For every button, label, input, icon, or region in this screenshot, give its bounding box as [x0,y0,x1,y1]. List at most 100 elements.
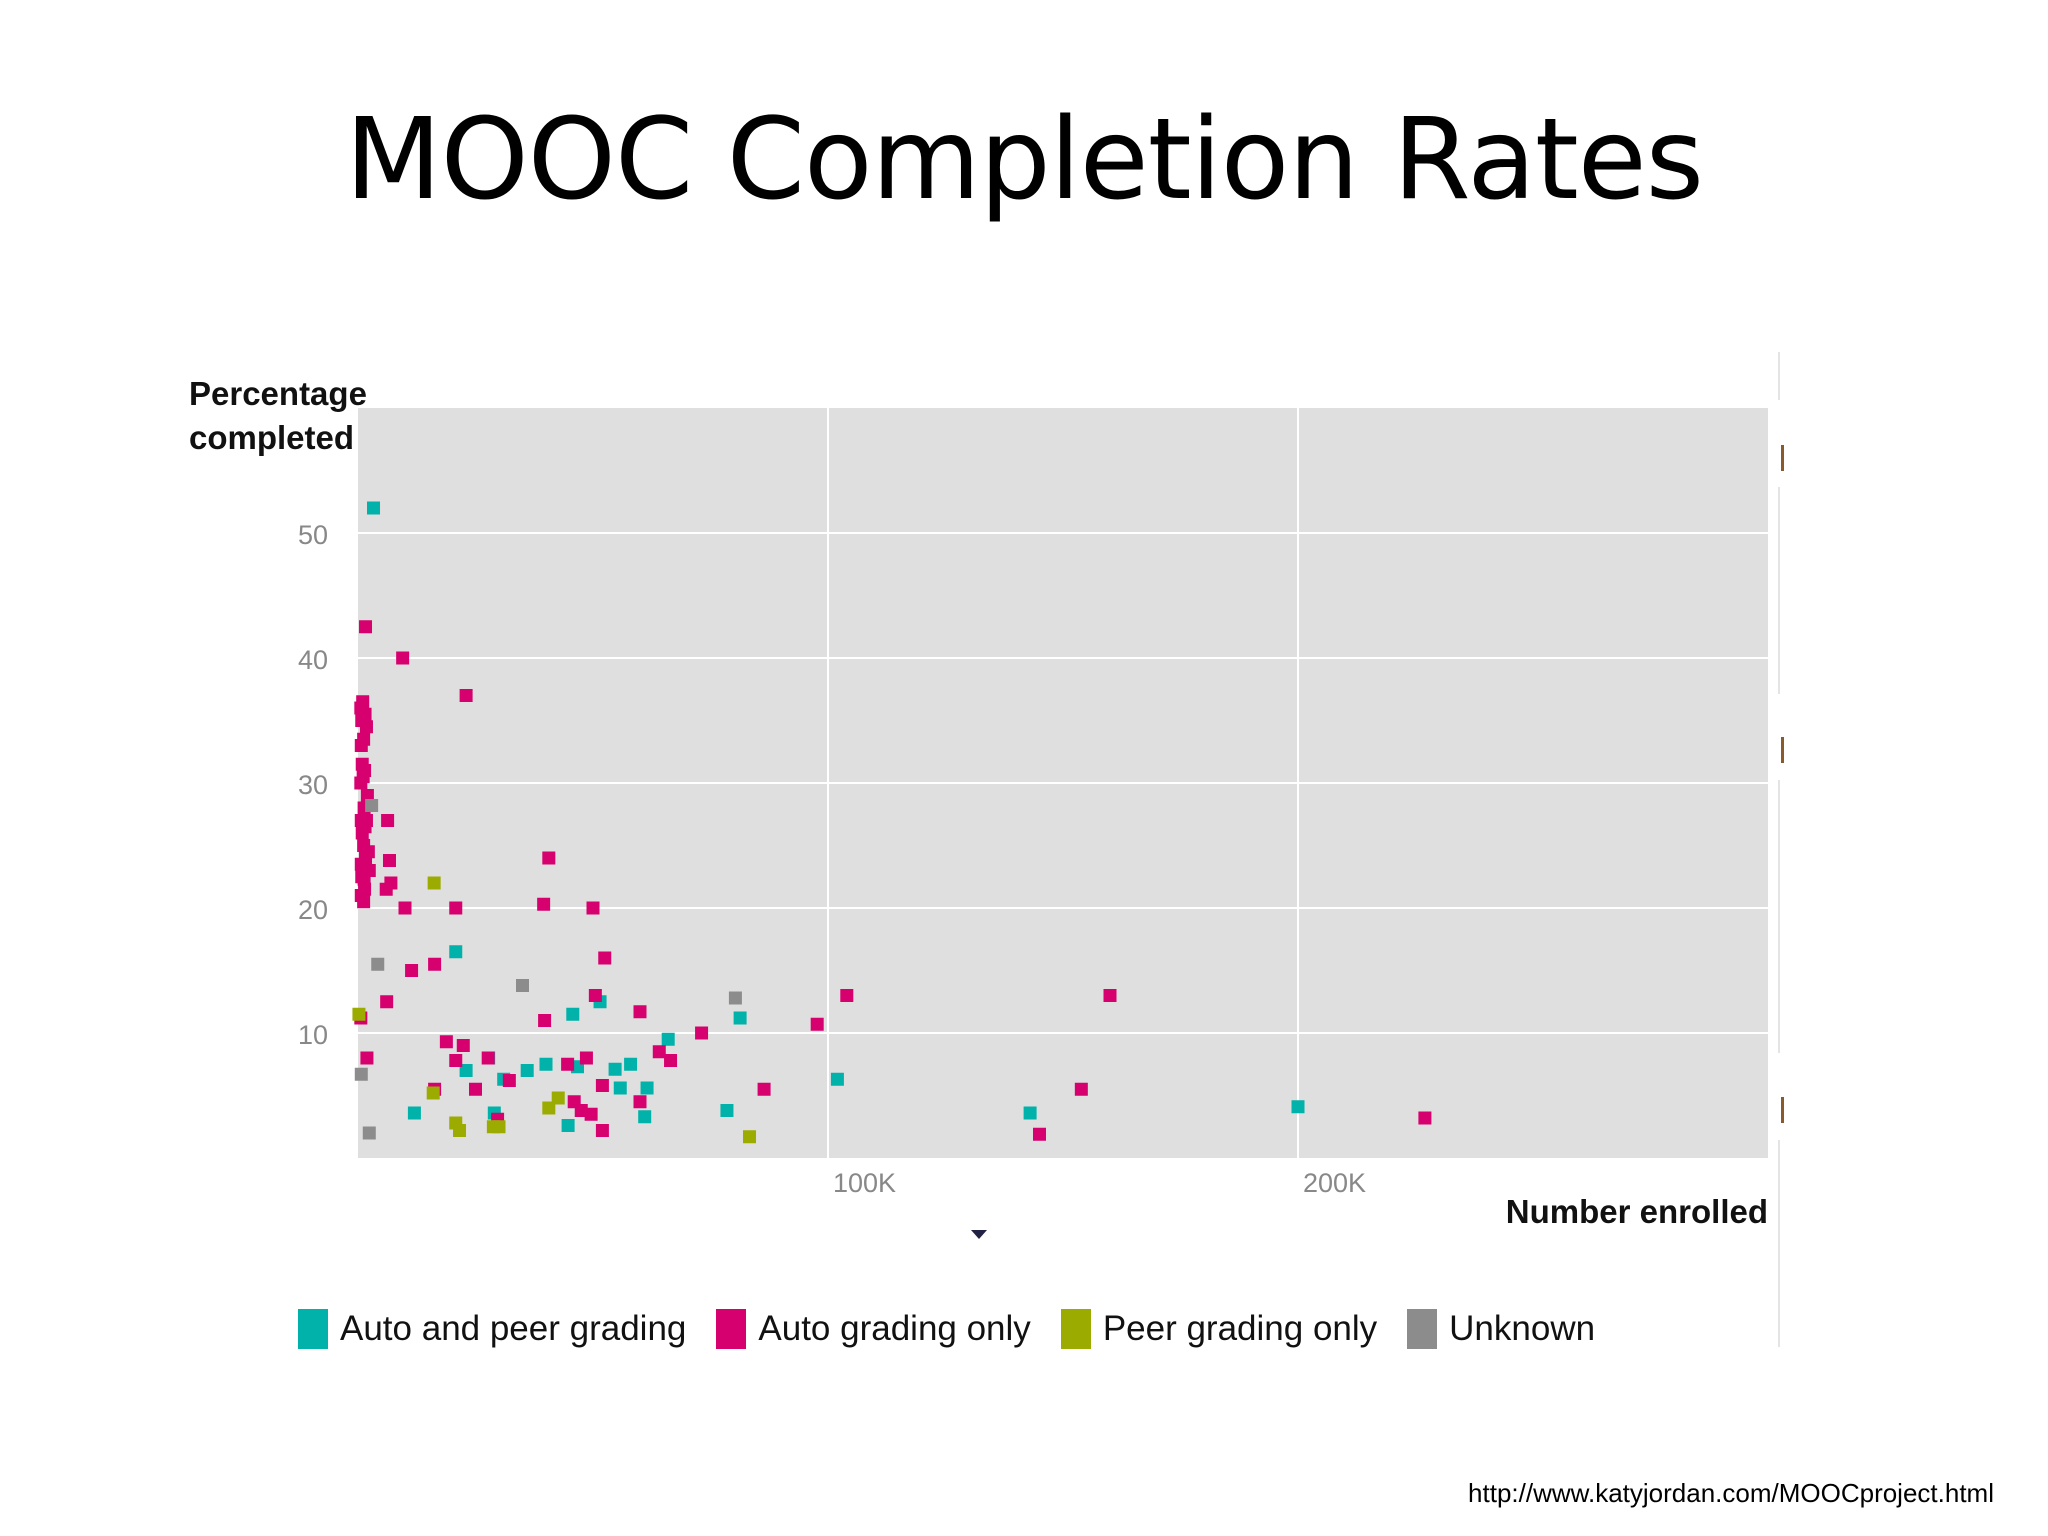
data-point-auto-grading-only [574,1104,588,1117]
data-point-auto-grading-only [633,1095,647,1109]
data-point-auto-and-peer-grading [1023,1106,1037,1120]
x-tick-label: 200K [1303,1168,1366,1198]
data-point-peer-grading-only [453,1124,467,1137]
data-point-auto-grading-only [664,1054,678,1067]
data-point-auto-grading-only [561,1057,575,1071]
data-point-auto-grading-only [360,1051,374,1065]
data-point-auto-grading-only [381,814,395,827]
data-point-auto-grading-only [595,1124,609,1137]
data-point-peer-grading-only [492,1120,506,1134]
data-point-auto-grading-only [1418,1111,1432,1125]
data-point-auto-grading-only [459,689,473,702]
source-link[interactable]: http://www.katyjordan.com/MOOCproject.ht… [1468,1478,1994,1508]
legend: Auto and peer grading Auto grading only … [298,1304,1625,1354]
dropdown-arrow-icon[interactable] [971,1230,987,1239]
data-point-unknown [362,1126,376,1140]
data-point-auto-and-peer-grading [407,1106,421,1120]
legend-item-auto-and-peer[interactable]: Auto and peer grading [298,1309,686,1349]
y-axis-label-line-1: Percentage [189,375,367,412]
data-point-auto-grading-only [1033,1127,1046,1141]
data-point-auto-and-peer-grading [449,945,463,959]
legend-label: Unknown [1449,1309,1596,1348]
data-point-auto-grading-only [586,901,600,915]
side-marker [1781,1097,1784,1123]
data-point-auto-grading-only [359,720,373,734]
data-point-auto-grading-only [398,901,412,915]
data-point-auto-grading-only [595,1079,609,1092]
side-divider [1778,1140,1780,1347]
legend-item-auto-only[interactable]: Auto grading only [716,1309,1031,1349]
data-point-peer-grading-only [426,1086,440,1100]
data-point-auto-and-peer-grading [367,501,381,515]
legend-label: Auto grading only [758,1309,1031,1348]
data-point-auto-grading-only [357,872,371,886]
x-tick-label: 100K [833,1168,896,1198]
data-point-auto-and-peer-grading [539,1057,553,1071]
data-point-auto-grading-only [428,957,442,971]
data-point-auto-grading-only [469,1082,482,1096]
data-point-auto-grading-only [537,897,551,911]
data-point-peer-grading-only [542,1101,556,1115]
data-point-auto-grading-only [481,1051,495,1065]
data-point-auto-and-peer-grading [640,1081,654,1095]
data-point-auto-grading-only [358,820,372,834]
data-point-auto-and-peer-grading [720,1104,734,1117]
side-divider [1778,780,1780,1053]
data-point-peer-grading-only [743,1130,757,1144]
legend-item-unknown[interactable]: Unknown [1407,1309,1595,1349]
data-point-auto-and-peer-grading [566,1007,580,1021]
data-point-auto-grading-only [598,951,612,965]
y-tick-label: 10 [298,1020,328,1050]
data-point-auto-and-peer-grading [661,1032,675,1046]
data-point-auto-grading-only [359,620,373,634]
data-point-auto-and-peer-grading [459,1064,473,1077]
data-point-auto-grading-only [633,1005,647,1019]
data-point-auto-grading-only [456,1039,470,1052]
data-point-auto-grading-only [382,854,396,867]
y-axis-label-line-2: completed [189,419,355,456]
data-point-auto-grading-only [695,1026,709,1040]
data-point-unknown [516,979,529,992]
y-tick-label: 30 [298,770,328,800]
data-point-auto-grading-only [538,1014,552,1027]
data-point-auto-grading-only [757,1082,771,1096]
data-point-auto-grading-only [588,989,602,1002]
data-point-auto-and-peer-grading [638,1110,652,1124]
data-point-auto-and-peer-grading [613,1081,627,1095]
data-point-auto-and-peer-grading [520,1064,534,1077]
data-point-unknown [354,1067,368,1081]
data-point-unknown [365,799,379,812]
data-point-auto-grading-only [356,695,370,709]
data-point-unknown [728,991,742,1005]
data-point-auto-and-peer-grading [624,1057,638,1071]
legend-label: Peer grading only [1102,1309,1378,1348]
data-point-auto-grading-only [542,851,556,865]
data-point-auto-grading-only [384,876,398,890]
x-axis-label: Number enrolled [1505,1193,1768,1230]
data-point-auto-grading-only [360,789,374,802]
data-point-auto-grading-only [380,995,394,1009]
legend-swatch-auto-and-peer [298,1309,328,1349]
data-point-auto-grading-only [1103,989,1117,1002]
legend-item-peer-only[interactable]: Peer grading only [1060,1309,1378,1349]
y-tick-label: 40 [298,645,328,675]
data-point-auto-grading-only [840,989,854,1002]
side-marker [1781,445,1784,471]
data-point-auto-grading-only [652,1045,666,1059]
side-divider [1778,352,1780,400]
data-point-auto-grading-only [396,651,410,665]
data-point-auto-grading-only [810,1017,824,1031]
data-point-auto-grading-only [359,851,373,865]
data-point-auto-grading-only [502,1074,516,1087]
data-point-peer-grading-only [352,1007,366,1021]
data-point-auto-and-peer-grading [1291,1100,1305,1114]
data-point-auto-grading-only [357,732,371,746]
data-point-peer-grading-only [427,876,441,890]
data-point-auto-grading-only [405,964,419,977]
data-point-auto-grading-only [358,882,372,896]
data-point-auto-grading-only [1074,1082,1088,1096]
data-point-peer-grading-only [551,1091,565,1105]
data-point-auto-and-peer-grading [561,1119,575,1132]
data-point-auto-grading-only [449,1054,463,1067]
